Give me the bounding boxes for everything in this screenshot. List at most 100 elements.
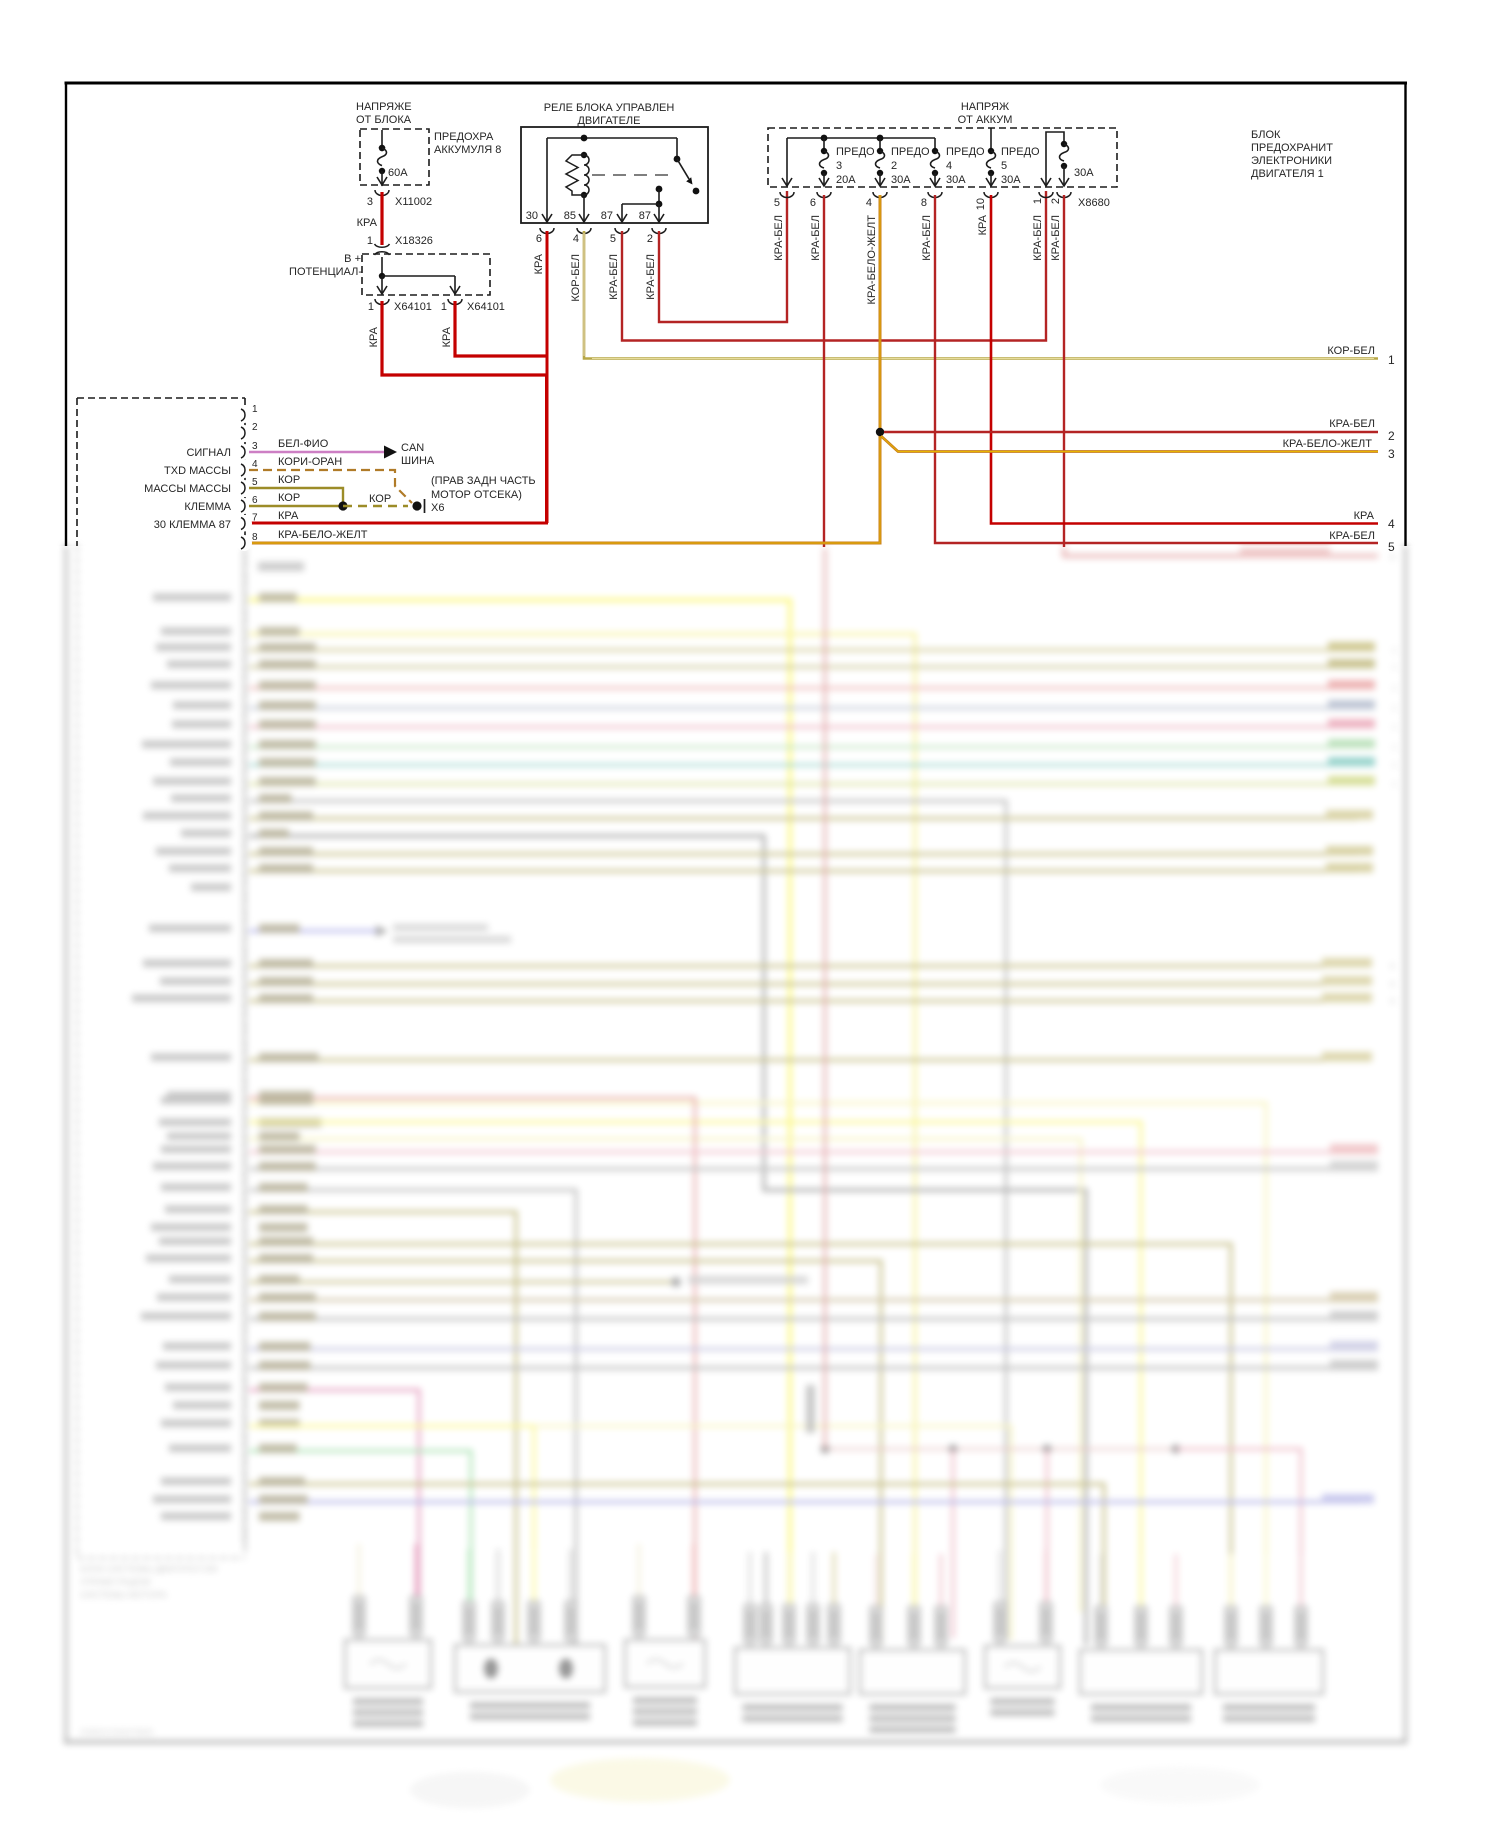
svg-text:10: 10 [975, 198, 987, 210]
svg-text:КРА-БЕЛ: КРА-БЕЛ [921, 215, 933, 261]
svg-text:КОР: КОР [369, 493, 391, 505]
svg-text:ПРЕДОХРА: ПРЕДОХРА [434, 131, 494, 143]
svg-text:КРА-БЕЛ: КРА-БЕЛ [773, 215, 785, 261]
svg-text:КРА-БЕЛ: КРА-БЕЛ [1032, 215, 1044, 261]
svg-text:БЛОК: БЛОК [1251, 129, 1281, 141]
svg-text:МОТОР ОТСЕКА): МОТОР ОТСЕКА) [431, 489, 522, 501]
svg-text:30: 30 [526, 210, 538, 222]
svg-text:2: 2 [1050, 198, 1062, 204]
svg-text:АККУМУЛЯ 8: АККУМУЛЯ 8 [434, 144, 501, 156]
svg-text:85: 85 [564, 210, 576, 222]
svg-text:КРА-БЕЛ: КРА-БЕЛ [645, 254, 657, 300]
svg-text:ПРЕДО: ПРЕДО [891, 146, 930, 158]
svg-text:ОТ АККУМ: ОТ АККУМ [958, 114, 1013, 126]
svg-text:КРА-БЕЛ: КРА-БЕЛ [1050, 215, 1062, 261]
svg-text:КРА: КРА [441, 326, 453, 347]
svg-text:ПРЕДО: ПРЕДО [946, 146, 985, 158]
svg-text:КРА: КРА [278, 510, 299, 522]
svg-text:5: 5 [774, 197, 780, 209]
svg-text:КОР: КОР [278, 474, 300, 486]
svg-text:2: 2 [647, 233, 653, 245]
svg-text:1: 1 [1388, 353, 1395, 367]
svg-text:5: 5 [610, 233, 616, 245]
svg-text:6: 6 [536, 233, 542, 245]
svg-text:РЕЛЕ БЛОКА УПРАВЛЕН: РЕЛЕ БЛОКА УПРАВЛЕН [544, 102, 675, 114]
svg-text:3: 3 [1388, 447, 1395, 461]
svg-text:8: 8 [252, 532, 258, 543]
svg-text:2: 2 [252, 422, 258, 433]
svg-text:ОТ БЛОКА: ОТ БЛОКА [356, 114, 412, 126]
svg-text:30A: 30A [1074, 167, 1094, 179]
svg-text:КРА: КРА [1354, 510, 1375, 522]
svg-text:4: 4 [573, 233, 579, 245]
svg-text:1: 1 [1032, 198, 1044, 204]
svg-text:3: 3 [836, 160, 842, 172]
svg-text:30A: 30A [891, 174, 911, 186]
svg-text:2: 2 [891, 160, 897, 172]
svg-text:4: 4 [946, 160, 952, 172]
svg-text:ПРЕДО: ПРЕДО [836, 146, 875, 158]
svg-text:КРА: КРА [533, 253, 545, 274]
svg-text:3: 3 [252, 441, 258, 452]
svg-text:5: 5 [1388, 540, 1395, 554]
svg-text:87: 87 [639, 210, 651, 222]
svg-text:ДВИГАТЕЛЕ: ДВИГАТЕЛЕ [577, 115, 640, 127]
svg-text:КРА: КРА [357, 217, 378, 229]
svg-text:КРА: КРА [368, 326, 380, 347]
svg-text:КРА-БЕЛ: КРА-БЕЛ [1329, 418, 1375, 430]
svg-text:X6: X6 [431, 502, 444, 514]
svg-text:5: 5 [252, 477, 258, 488]
svg-text:КРА-БЕЛО-ЖЕЛТ: КРА-БЕЛО-ЖЕЛТ [866, 215, 878, 305]
svg-text:7: 7 [252, 513, 258, 524]
svg-text:1: 1 [368, 301, 374, 313]
svg-text:X8680: X8680 [1078, 197, 1110, 209]
svg-text:ПРЕДО: ПРЕДО [1001, 146, 1040, 158]
svg-text:КРА: КРА [977, 214, 989, 235]
svg-text:ШИНА: ШИНА [401, 455, 435, 467]
svg-text:CAN: CAN [401, 442, 424, 454]
svg-text:1: 1 [441, 301, 447, 313]
svg-text:В +: В + [344, 253, 361, 265]
svg-text:КРА-БЕЛО-ЖЕЛТ: КРА-БЕЛО-ЖЕЛТ [1283, 438, 1373, 450]
svg-text:КОР-БЕЛ: КОР-БЕЛ [1327, 345, 1375, 357]
svg-text:30A: 30A [946, 174, 966, 186]
svg-text:ЭЛЕКТРОНИКИ: ЭЛЕКТРОНИКИ [1251, 155, 1332, 167]
svg-text:3: 3 [367, 196, 373, 208]
svg-text:4: 4 [866, 197, 872, 209]
svg-text:ПОТЕНЦИАЛ-: ПОТЕНЦИАЛ- [289, 266, 362, 278]
svg-text:НАПРЯЖЕ: НАПРЯЖЕ [356, 101, 412, 113]
svg-text:60A: 60A [388, 167, 408, 179]
svg-text:30 КЛЕММА 87: 30 КЛЕММА 87 [154, 519, 231, 531]
svg-text:(ПРАВ ЗАДН ЧАСТЬ: (ПРАВ ЗАДН ЧАСТЬ [431, 475, 536, 487]
svg-text:87: 87 [601, 210, 613, 222]
svg-text:ДВИГАТЕЛЯ 1: ДВИГАТЕЛЯ 1 [1251, 168, 1324, 180]
svg-text:1: 1 [367, 235, 373, 247]
svg-text:X64101: X64101 [467, 301, 505, 313]
svg-text:TXD МАССЫ: TXD МАССЫ [164, 465, 231, 477]
svg-text:2: 2 [1388, 429, 1395, 443]
svg-text:КРА-БЕЛ: КРА-БЕЛ [608, 254, 620, 300]
svg-text:X18326: X18326 [395, 235, 433, 247]
svg-text:X64101: X64101 [394, 301, 432, 313]
svg-text:8: 8 [921, 197, 927, 209]
svg-text:ПРЕДОХРАНИТ: ПРЕДОХРАНИТ [1251, 142, 1333, 154]
svg-text:4: 4 [252, 459, 258, 470]
svg-text:БЕЛ-ФИО: БЕЛ-ФИО [278, 438, 329, 450]
svg-text:КРА-БЕЛО-ЖЕЛТ: КРА-БЕЛО-ЖЕЛТ [278, 529, 368, 541]
svg-text:СИГНАЛ: СИГНАЛ [186, 447, 231, 459]
svg-text:1: 1 [252, 404, 258, 415]
svg-text:6: 6 [252, 495, 258, 506]
svg-text:КОРИ-ОРАН: КОРИ-ОРАН [278, 456, 342, 468]
svg-text:X11002: X11002 [395, 196, 432, 208]
svg-text:НАПРЯЖ: НАПРЯЖ [961, 101, 1009, 113]
svg-text:МАССЫ МАССЫ: МАССЫ МАССЫ [144, 483, 231, 495]
svg-text:КРА-БЕЛ: КРА-БЕЛ [810, 215, 822, 261]
svg-text:5: 5 [1001, 160, 1007, 172]
svg-text:КОР: КОР [278, 492, 300, 504]
svg-text:4: 4 [1388, 517, 1395, 531]
svg-text:КРА-БЕЛ: КРА-БЕЛ [1329, 530, 1375, 542]
svg-text:КОР-БЕЛ: КОР-БЕЛ [570, 254, 582, 302]
svg-text:20A: 20A [836, 174, 856, 186]
svg-text:6: 6 [810, 197, 816, 209]
svg-text:КЛЕММА: КЛЕММА [184, 501, 231, 513]
